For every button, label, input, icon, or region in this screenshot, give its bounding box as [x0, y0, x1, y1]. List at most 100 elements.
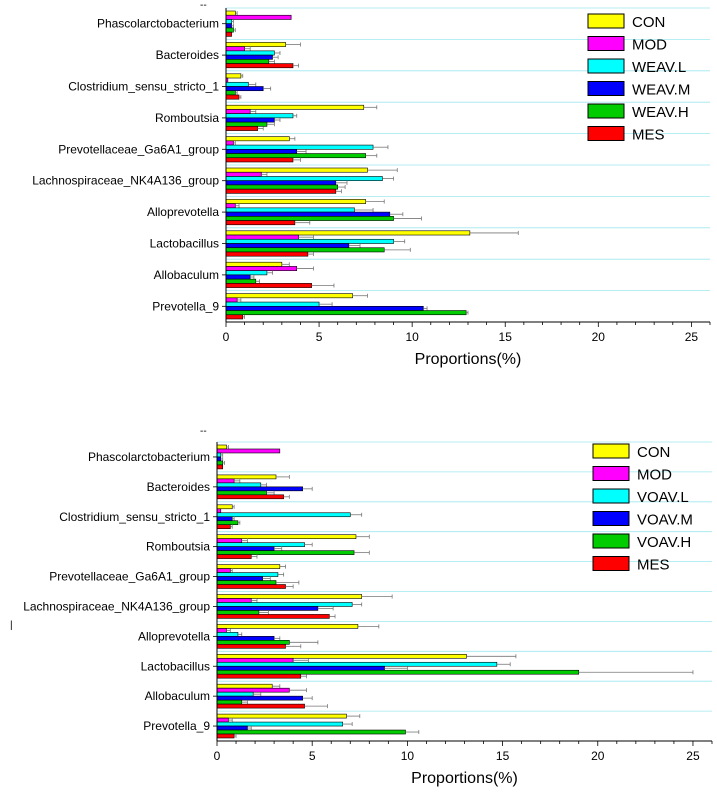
bar-alloprevotella-con [216, 624, 359, 629]
x-tick-label: 10 [401, 749, 415, 763]
bar-clostridium-sensu-stricto-1-weav-m [225, 86, 264, 92]
x-tick-label: 25 [686, 749, 700, 763]
bar-allobaculum-mes [216, 703, 305, 709]
bar-romboutsia-mod [216, 538, 243, 543]
bar-romboutsia-voav-m [216, 546, 275, 551]
legend-swatch-mod [592, 466, 630, 481]
bar-alloprevotella-mes [225, 220, 296, 226]
bar-lactobacillus-con [216, 653, 467, 659]
bar-lachnospiraceae-nk4a136-group-con [225, 167, 368, 173]
bar-phascolarctobacterium-mes [225, 31, 232, 37]
bar-lachnospiraceae-nk4a136-group-mes [225, 188, 337, 194]
bar-lactobacillus-weav-l [225, 238, 394, 244]
chart-panel-bottom: Phascolarctobacterium Bacteroides Clostrid… [23, 441, 713, 787]
bar-phascolarctobacterium-con [216, 444, 227, 450]
bar-lachnospiraceae-nk4a136-group-voav-h [216, 610, 260, 615]
bar-phascolarctobacterium-voav-h [216, 460, 224, 466]
bar-alloprevotella-weav-m [225, 211, 391, 217]
bar-bacteroides-weav-l [225, 50, 275, 56]
bar-allobaculum-weav-h [225, 278, 257, 284]
bar-phascolarctobacterium-mod [216, 448, 281, 454]
bar-phascolarctobacterium-voav-l [216, 452, 222, 458]
legend-swatch-mes [592, 556, 630, 571]
category-label: Lactobacillus [141, 659, 210, 673]
bar-bacteroides-voav-h [216, 490, 267, 496]
chart-panel-top: -- Phascolarctobacterium Bacteroides Clostr… [32, 0, 711, 368]
legend-swatch-weav-m [587, 81, 625, 96]
legend-swatch-voav-h [592, 533, 630, 549]
bar-bacteroides-weav-m [225, 54, 273, 60]
bar-lactobacillus-weav-h [225, 247, 385, 253]
x-tick-label: 10 [405, 330, 419, 344]
bar-prevotellaceae-ga6a1-group-mes [216, 584, 286, 589]
category-label: Prevotella_9 [152, 299, 219, 313]
bar-clostridium-sensu-stricto-1-mod [216, 508, 222, 514]
bar-allobaculum-con [216, 683, 273, 689]
category-label: Lachnospiraceae_NK4A136_group [23, 599, 210, 613]
category-label: Alloprevotella [147, 205, 219, 219]
bar-allobaculum-mes [225, 283, 312, 288]
bar-romboutsia-con [216, 534, 357, 539]
bar-romboutsia-con [225, 104, 365, 110]
legend-swatch-weav-h [587, 103, 625, 119]
x-tick-label: 15 [499, 330, 513, 344]
bar-allobaculum-voav-h [216, 699, 243, 705]
legend-swatch-con [587, 13, 625, 29]
bar-alloprevotella-mod [216, 628, 227, 633]
bar-prevotella-9-voav-l [216, 721, 343, 727]
bar-romboutsia-mes [225, 126, 258, 131]
bar-clostridium-sensu-stricto-1-con [225, 73, 242, 79]
legend-label-weav-h: WEAV.H [632, 104, 689, 121]
legend-label-voav-h: VOAV.H [637, 534, 691, 551]
bar-prevotella-9-voav-m [216, 725, 248, 731]
bar-lachnospiraceae-nk4a136-group-mod [216, 598, 252, 603]
x-axis-title: Proportions(%) [411, 770, 518, 787]
bar-prevotella-9-weav-m [225, 305, 424, 311]
legend-swatch-mes [587, 126, 625, 141]
bar-prevotellaceae-ga6a1-group-weav-m [225, 149, 298, 154]
bar-lachnospiraceae-nk4a136-group-weav-h [225, 184, 338, 190]
bar-allobaculum-con [225, 261, 283, 267]
category-label: Clostridium_sensu_stricto_1 [59, 510, 210, 524]
bar-prevotella-9-voav-h [216, 729, 406, 735]
bar-clostridium-sensu-stricto-1-voav-l [216, 512, 351, 518]
legend-swatch-con [592, 443, 630, 459]
bar-alloprevotella-con [225, 199, 366, 204]
category-label: Bacteroides [147, 480, 210, 494]
bar-clostridium-sensu-stricto-1-mes [216, 524, 231, 530]
bar-lactobacillus-voav-h [216, 669, 580, 675]
bar-bacteroides-con [225, 42, 286, 47]
bar-clostridium-sensu-stricto-1-weav-l [225, 81, 249, 87]
bar-prevotellaceae-ga6a1-group-mes [225, 157, 294, 163]
x-tick-label: 20 [592, 330, 606, 344]
bar-bacteroides-mod [225, 46, 245, 52]
bar-prevotellaceae-ga6a1-group-voav-m [216, 576, 263, 581]
bar-lactobacillus-mod [216, 657, 294, 663]
category-label: Phascolarctobacterium [97, 17, 219, 31]
bar-romboutsia-mod [225, 109, 251, 114]
legend-swatch-voav-l [592, 488, 630, 504]
bar-alloprevotella-mod [225, 203, 236, 209]
legend-label-weav-m: WEAV.M [632, 82, 690, 99]
bar-allobaculum-mod [216, 687, 290, 693]
bar-prevotella-9-weav-h [225, 310, 467, 316]
bar-lactobacillus-voav-m [216, 665, 385, 671]
bar-bacteroides-mod [216, 478, 235, 484]
bar-allobaculum-weav-l [225, 270, 268, 276]
category-label: Allobaculum [154, 268, 219, 282]
bar-allobaculum-voav-l [216, 691, 254, 697]
bar-romboutsia-weav-m [225, 117, 275, 123]
bar-lactobacillus-voav-l [216, 661, 498, 667]
bar-lactobacillus-mod [225, 234, 299, 240]
bar-allobaculum-voav-m [216, 695, 303, 701]
bar-alloprevotella-mes [216, 644, 286, 649]
margin-mark: | [10, 620, 13, 631]
bar-lachnospiraceae-nk4a136-group-weav-m [225, 180, 337, 186]
category-label: Prevotellaceae_Ga6A1_group [49, 570, 210, 584]
bar-prevotellaceae-ga6a1-group-mod [216, 568, 231, 573]
category-label: Lachnospiraceae_NK4A136_group [32, 174, 219, 188]
category-label: Clostridium_sensu_stricto_1 [68, 80, 219, 94]
category-label: Romboutsia [155, 111, 219, 125]
